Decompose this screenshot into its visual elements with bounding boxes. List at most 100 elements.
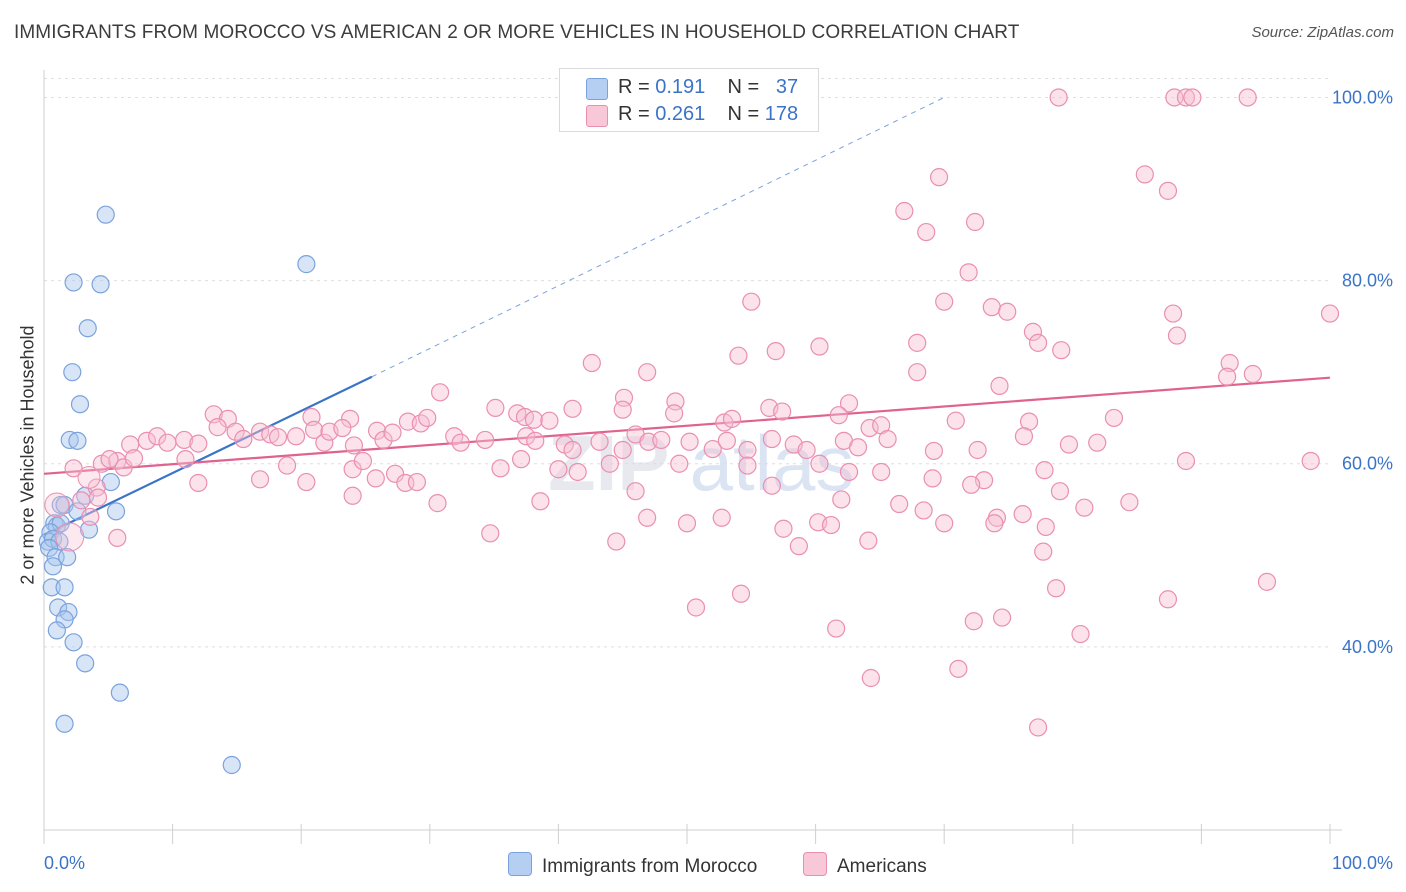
point-americans <box>315 433 334 452</box>
point-americans <box>1071 624 1090 644</box>
point-americans <box>821 515 841 535</box>
chart-title: IMMIGRANTS FROM MOROCCO VS AMERICAN 2 OR… <box>14 22 1020 43</box>
point-americans <box>208 418 227 437</box>
point-americans <box>965 212 985 232</box>
point-americans <box>789 537 808 556</box>
point-americans <box>1059 435 1079 454</box>
point-americans <box>250 470 270 489</box>
point-americans <box>1238 88 1257 107</box>
point-americans <box>665 404 684 423</box>
point-americans <box>343 486 362 505</box>
point-morocco <box>101 472 120 492</box>
point-americans <box>517 427 536 446</box>
point-americans <box>1176 88 1196 107</box>
bottom-legend-americans: Americans <box>803 852 927 878</box>
point-americans <box>738 440 757 460</box>
legend-text-morocco: R = 0.191 N = 37 <box>618 76 798 99</box>
legend-swatch-americans <box>586 105 608 127</box>
point-morocco <box>47 621 66 640</box>
point-morocco <box>68 431 87 450</box>
source-label: Source: ZipAtlas.com <box>1251 24 1394 41</box>
point-americans <box>929 168 949 187</box>
point-americans <box>1158 181 1178 200</box>
bottom-legend-label-morocco: Immigrants from Morocco <box>542 856 758 877</box>
point-americans <box>512 450 531 469</box>
point-americans <box>250 422 270 441</box>
point-americans <box>418 408 437 428</box>
point-americans <box>935 292 954 311</box>
point-americans <box>638 508 657 527</box>
point-americans <box>340 409 360 428</box>
point-americans <box>810 337 829 356</box>
point-morocco <box>43 557 63 576</box>
point-americans <box>872 462 891 482</box>
point-americans <box>998 302 1017 321</box>
point-americans <box>582 353 601 373</box>
watermark-atlas: atlas <box>689 419 855 507</box>
point-americans <box>234 429 253 449</box>
point-americans <box>1049 88 1068 107</box>
point-americans <box>175 430 194 450</box>
point-morocco <box>63 363 82 382</box>
data-points <box>38 88 1340 775</box>
point-americans <box>1320 304 1340 323</box>
legend-r-label: R = <box>618 103 650 125</box>
point-americans <box>486 398 505 417</box>
point-americans <box>430 383 450 402</box>
point-americans <box>1243 364 1262 384</box>
bottom-legend-morocco: Immigrants from Morocco <box>508 852 757 878</box>
point-morocco <box>91 275 110 294</box>
point-americans <box>137 431 156 450</box>
point-americans <box>158 433 177 452</box>
legend-n-value: 178 <box>764 103 799 125</box>
point-americans <box>766 342 785 361</box>
point-americans <box>526 431 545 450</box>
point-americans <box>797 440 816 460</box>
point-americans <box>839 462 859 482</box>
point-americans <box>985 514 1004 533</box>
point-americans <box>1183 88 1202 107</box>
point-americans <box>268 428 288 447</box>
legend: R = 0.191 N = 37 R = 0.261 N = 178 <box>559 68 819 132</box>
legend-swatch-morocco <box>586 78 608 100</box>
x-tick-label-min: 0.0% <box>44 853 85 873</box>
point-americans <box>1176 451 1196 471</box>
point-americans <box>773 402 792 421</box>
point-americans <box>1034 542 1053 561</box>
point-americans <box>762 429 781 449</box>
trend-line-morocco-extension <box>371 97 945 378</box>
legend-r-value: 0.191 <box>655 76 706 98</box>
legend-text-americans: R = 0.261 N = 178 <box>618 103 798 126</box>
point-americans <box>742 292 761 311</box>
point-americans <box>428 494 447 513</box>
point-morocco <box>55 714 74 733</box>
point-americans <box>1135 165 1154 184</box>
point-americans <box>729 346 748 365</box>
point-americans <box>946 411 965 430</box>
point-americans <box>189 434 208 453</box>
point-americans <box>407 472 427 492</box>
point-americans <box>935 514 954 533</box>
point-americans <box>959 263 978 282</box>
point-americans <box>1050 482 1070 501</box>
y-tick-label: 100.0% <box>1332 87 1393 107</box>
x-tick-label-max: 100.0% <box>1332 853 1393 873</box>
point-americans <box>890 494 909 514</box>
point-morocco <box>76 654 95 673</box>
point-americans <box>895 201 914 221</box>
point-americans <box>670 454 689 473</box>
point-americans <box>677 514 697 533</box>
point-americans <box>827 619 846 638</box>
point-americans <box>1167 326 1187 345</box>
point-americans <box>451 433 470 452</box>
bottom-legend-swatch-morocco <box>508 852 532 876</box>
point-americans <box>722 409 742 428</box>
point-americans <box>590 432 609 451</box>
point-americans <box>189 473 208 493</box>
point-americans <box>982 298 1001 317</box>
point-americans <box>717 431 736 450</box>
point-morocco <box>64 633 83 652</box>
point-americans <box>481 524 500 543</box>
point-americans <box>100 450 119 469</box>
point-americans <box>762 476 781 495</box>
